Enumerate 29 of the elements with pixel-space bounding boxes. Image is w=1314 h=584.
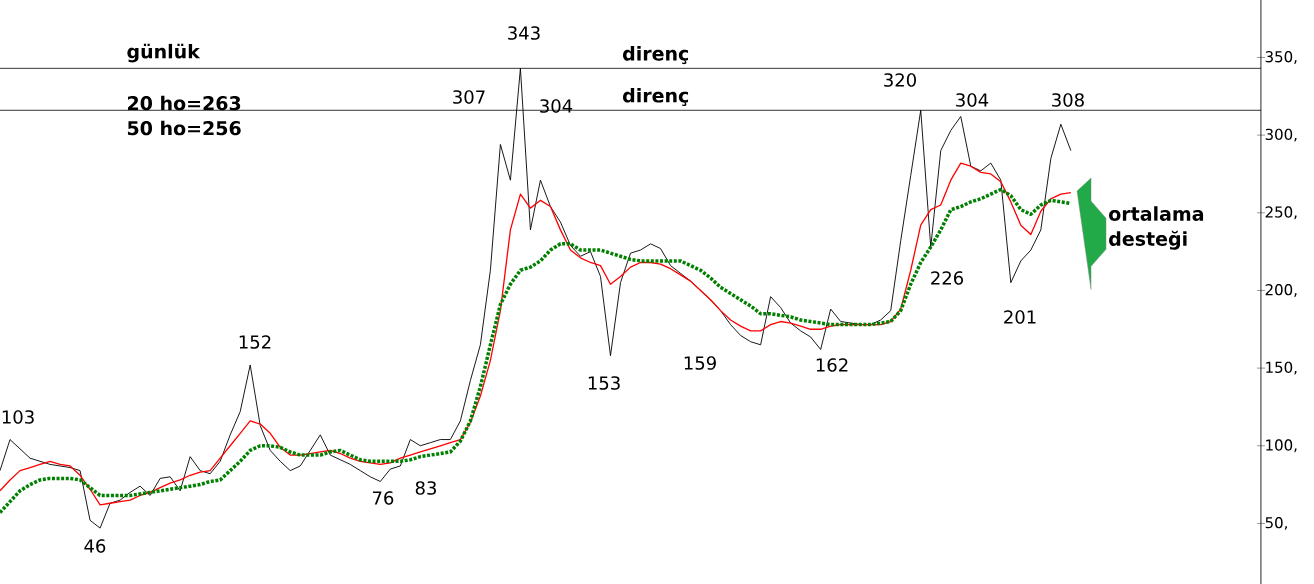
annotation: 304 bbox=[956, 93, 989, 107]
annotation: 20 ho=263 bbox=[127, 95, 241, 111]
annotation: 343 bbox=[508, 26, 540, 40]
annotation: 201 bbox=[1004, 310, 1036, 324]
y-tick-label: 350, bbox=[1265, 51, 1297, 64]
annotation: 153 bbox=[588, 376, 620, 390]
y-tick-label: 100, bbox=[1266, 439, 1297, 453]
annotation: 76 bbox=[372, 491, 394, 505]
annotation: 83 bbox=[415, 481, 436, 495]
annotation: 162 bbox=[816, 358, 848, 372]
annotation: ortalama desteği bbox=[1109, 206, 1204, 250]
y-tick-label: 200, bbox=[1265, 284, 1297, 297]
annotation: 46 bbox=[84, 539, 106, 553]
annotation: 226 bbox=[931, 271, 964, 285]
ref-line-label: direnç bbox=[623, 87, 689, 107]
text: günlük bbox=[127, 43, 201, 63]
y-tick-label: 300, bbox=[1265, 128, 1297, 142]
annotation: 320 bbox=[884, 73, 916, 87]
annotation: 307 bbox=[453, 90, 485, 104]
ref-line-label: direnç bbox=[623, 45, 689, 65]
annotation: 152 bbox=[239, 335, 271, 349]
y-tick-label: 50, bbox=[1265, 516, 1287, 530]
annotation: 103 bbox=[2, 410, 34, 424]
annotation: 308 bbox=[1052, 93, 1084, 107]
annotation: 304 bbox=[540, 99, 573, 113]
y-tick-label: 250, bbox=[1265, 206, 1297, 220]
annotation: 50 ho=256 bbox=[127, 120, 241, 136]
y-tick-label: 150, bbox=[1266, 361, 1297, 375]
annotation: 159 bbox=[684, 356, 716, 370]
